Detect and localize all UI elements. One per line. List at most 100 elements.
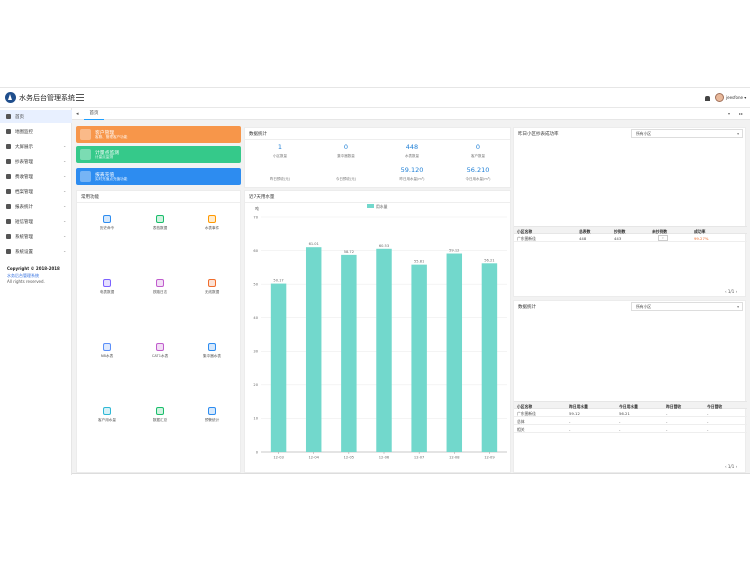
summary-icon: [156, 407, 164, 415]
copyright: Copyright © 2018-2018 水务后台管理系统 All rights …: [7, 266, 60, 286]
stat-value: 448: [405, 143, 419, 151]
sidebar-item-label: 抄表管理: [15, 160, 33, 165]
sidebar-item[interactable]: 系统设置 ⌄: [0, 245, 72, 258]
chevron-down-icon: ⌄: [63, 203, 67, 208]
sidebar-item-label: 首页: [15, 115, 24, 120]
stat-value: 56.210: [466, 166, 490, 174]
y-tick-label: 20: [253, 383, 258, 387]
function-label: 预警统计: [204, 418, 220, 422]
tab-home[interactable]: 首页: [84, 108, 104, 120]
bar: [481, 263, 498, 452]
detail-button[interactable]: ›: [658, 235, 668, 241]
sidebar-item[interactable]: 地图监控: [0, 125, 72, 138]
table-cell: -: [707, 419, 709, 424]
column-header: 昨日营收: [666, 404, 682, 409]
chevron-down-icon: ⌄: [63, 233, 67, 238]
user-name[interactable]: jeesfone ▾: [726, 95, 747, 100]
bar: [341, 254, 357, 452]
tab-forward-icon[interactable]: ▸▸: [739, 111, 744, 116]
table-cell: -: [666, 411, 668, 416]
x-tick-label: 12-04: [308, 456, 319, 460]
column-header: 小区名称: [517, 229, 533, 234]
table-cell: -: [569, 419, 571, 424]
bar-value-label: 60.53: [379, 244, 389, 248]
bar-value-label: 58.72: [344, 250, 354, 254]
sidebar-item[interactable]: 抄表管理 ⌄: [0, 155, 72, 168]
column-header: 小区名称: [517, 404, 533, 409]
sidebar-item-label: 系统管理: [15, 235, 33, 240]
sidebar-item[interactable]: 短信管理 ⌄: [0, 215, 72, 228]
sidebar-item[interactable]: 报表统计 ⌄: [0, 200, 72, 213]
pagination[interactable]: ‹ 1/1 ›: [725, 464, 738, 469]
function-shortcut[interactable]: 集中器水表: [192, 343, 232, 365]
column-header: 昨日用水量: [569, 404, 588, 409]
function-shortcut[interactable]: NB水表: [87, 343, 127, 365]
function-shortcut[interactable]: 预警统计: [192, 407, 232, 429]
community-select[interactable]: 所有小区 ▾: [631, 302, 743, 311]
function-shortcut[interactable]: 数据汇总: [140, 407, 180, 429]
card-icon: [80, 129, 91, 140]
avatar[interactable]: [715, 93, 724, 102]
quick-card[interactable]: 报表充值 实时充值点充值功能: [76, 168, 241, 185]
water-drop-icon: [103, 407, 111, 415]
function-shortcut[interactable]: 电表数据: [87, 279, 127, 301]
tab-dropdown-icon[interactable]: ▾: [728, 111, 731, 116]
sidebar-item[interactable]: 大屏展示 ⌄: [0, 140, 72, 153]
log-icon: [156, 279, 164, 287]
bar: [270, 283, 287, 452]
notification-icon[interactable]: [705, 96, 710, 101]
function-shortcut[interactable]: 历史命令: [87, 215, 127, 237]
function-shortcut[interactable]: 水表事件: [192, 215, 232, 237]
chevron-down-icon: ▾: [737, 304, 739, 309]
rate-table-title: 昨日小区抄表成功率: [518, 132, 559, 137]
function-shortcut[interactable]: 无线数据: [192, 279, 232, 301]
table-cell: 总体: [517, 419, 525, 424]
function-shortcut[interactable]: 铁路日志: [140, 279, 180, 301]
sidebar-item[interactable]: 费收管理 ⌄: [0, 170, 72, 183]
legend-swatch: [367, 204, 374, 208]
table-cell: 56.21: [619, 411, 630, 416]
chevron-down-icon: ⌄: [63, 173, 67, 178]
column-header: 成功率: [694, 229, 706, 234]
function-label: 铁路日志: [152, 290, 168, 294]
function-label: 水表事件: [204, 226, 220, 230]
sidebar-item[interactable]: 首页: [0, 110, 72, 123]
stat-item: 0 客户数量: [445, 143, 511, 159]
bar-value-label: 59.12: [449, 249, 459, 253]
function-shortcut[interactable]: 客户用水量: [87, 407, 127, 429]
community-select[interactable]: 所有小区 ▾: [631, 129, 743, 138]
sidebar-item-label: 大屏展示: [15, 145, 33, 150]
tab-back-icon[interactable]: ◂: [76, 111, 79, 117]
sidebar-item-label: 地图监控: [15, 130, 33, 135]
pagination[interactable]: ‹ 1/1 ›: [725, 289, 738, 294]
chevron-down-icon: ⌄: [63, 248, 67, 253]
column-header: 未抄到数: [652, 229, 668, 234]
settings-icon: [6, 249, 11, 254]
y-tick-label: 30: [253, 350, 258, 354]
quick-card-title: 客户管理: [95, 131, 115, 136]
sidebar-item[interactable]: 系统管理 ⌄: [0, 230, 72, 243]
chart-panel: 近7天用水量 用水量 吨 0 10 20 30 40 50 60 70 50.17 12-03 61.0…: [244, 190, 511, 473]
table-cell: -: [666, 427, 668, 432]
menu-toggle-icon[interactable]: [76, 94, 84, 101]
table-cell: 443: [614, 236, 622, 241]
bar-value-label: 61.01: [309, 242, 319, 246]
history-icon: [103, 215, 111, 223]
data-table-title: 数据统计: [518, 305, 536, 310]
stat-label: 今日用水量(m³): [465, 177, 491, 181]
y-tick-label: 60: [253, 249, 258, 253]
quick-card-subtitle: 客服、管理客户功能: [95, 135, 128, 139]
stat-label: 客户数量: [471, 154, 485, 158]
top-bar: 水务后台管理系统 jeesfone ▾: [0, 88, 750, 108]
screen-icon: [6, 144, 11, 149]
chart-title: 近7天用水量: [249, 195, 275, 200]
function-label: 表档数据: [152, 226, 168, 230]
quick-card[interactable]: 客户管理 客服、管理客户功能: [76, 126, 241, 143]
function-shortcut[interactable]: CAT1水表: [140, 343, 180, 365]
table-cell: 广东图新佳: [517, 236, 536, 241]
chevron-down-icon: ⌄: [63, 143, 67, 148]
sidebar-item[interactable]: 档案管理 ⌄: [0, 185, 72, 198]
function-label: 集中器水表: [203, 354, 221, 358]
function-shortcut[interactable]: 表档数据: [140, 215, 180, 237]
quick-card[interactable]: 计量点监测 计量点监测: [76, 146, 241, 163]
